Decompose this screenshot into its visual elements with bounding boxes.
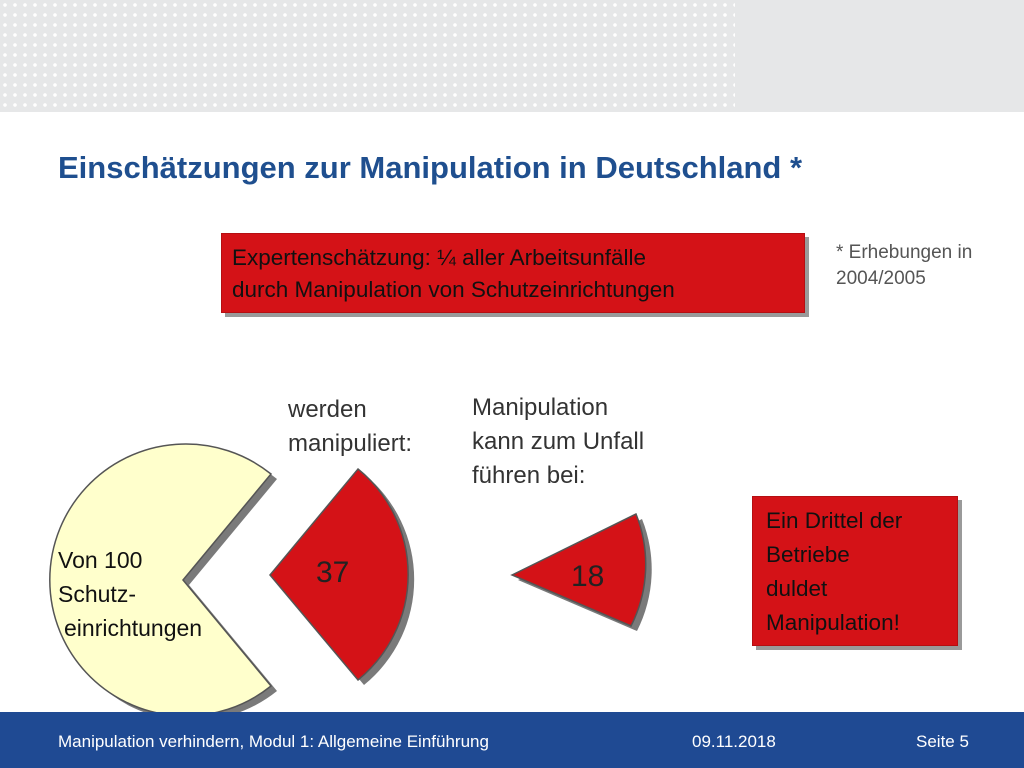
expert-estimate-text: Expertenschätzung: ¼ aller Arbeitsunfäll… xyxy=(232,242,802,306)
accident-label-line-2: kann zum Unfall xyxy=(472,428,645,455)
expert-line-2: durch Manipulation von Schutzeinrichtung… xyxy=(232,277,675,302)
expert-line-1: Expertenschätzung: ¼ aller Arbeitsunfäll… xyxy=(232,245,646,270)
footer-course: Manipulation verhindern, Modul 1: Allgem… xyxy=(58,732,489,751)
accident-label-line-3: führen bei: xyxy=(472,462,586,489)
tolerate-text: Ein Drittel der Betriebe duldet Manipula… xyxy=(766,504,956,640)
header-dot-pattern xyxy=(0,0,735,112)
pie-label: Von 100 Schutz- einrichtungen xyxy=(58,543,202,645)
footer-date: 09.11.2018 xyxy=(692,732,776,751)
manipulated-label-line-2: manipuliert: xyxy=(288,430,413,457)
tolerate-line-3: duldet xyxy=(766,576,828,601)
value-manipulated: 37 xyxy=(316,556,350,589)
footer-bar: Manipulation verhindern, Modul 1: Allgem… xyxy=(0,712,1024,768)
header-band xyxy=(0,0,1024,112)
manipulated-label-line-1: werden xyxy=(288,396,367,423)
accident-label: Manipulation kann zum Unfall führen bei: xyxy=(472,391,644,493)
slide-title: Einschätzungen zur Manipulation in Deuts… xyxy=(58,150,803,185)
footnote-line-1: * Erhebungen in xyxy=(836,242,973,263)
value-accident: 18 xyxy=(571,560,605,593)
yellow-pie-slice xyxy=(49,443,277,721)
tolerate-line-4: Manipulation! xyxy=(766,610,900,635)
pie-label-line-2: Schutz- xyxy=(58,581,136,607)
tolerate-line-2: Betriebe xyxy=(766,542,850,567)
red-slice-37 xyxy=(269,467,415,685)
pie-label-line-3: einrichtungen xyxy=(64,615,203,641)
footnote: * Erhebungen in 2004/2005 xyxy=(836,240,972,292)
footnote-line-2: 2004/2005 xyxy=(836,268,926,289)
accident-label-line-1: Manipulation xyxy=(472,394,609,421)
pie-label-line-1: Von 100 xyxy=(58,547,143,573)
footer-page-number: Seite 5 xyxy=(916,732,969,751)
tolerate-box xyxy=(752,496,958,646)
tolerate-line-1: Ein Drittel der xyxy=(766,508,903,533)
expert-estimate-box xyxy=(221,233,805,313)
manipulated-label: werden manipuliert: xyxy=(288,393,412,461)
red-slice-18 xyxy=(510,512,652,631)
